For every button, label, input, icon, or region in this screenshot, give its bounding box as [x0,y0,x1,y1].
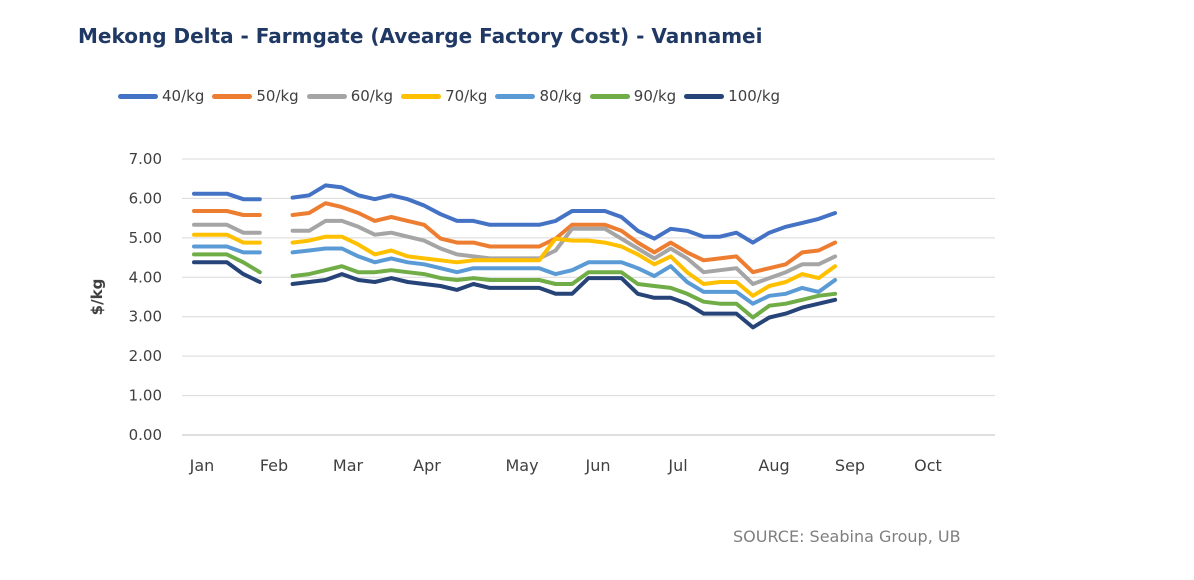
legend-label-60-kg: 60/kg [350,87,394,105]
legend: 40/kg 50/kg 60/kg 70/kg 80/kg 90/kg 100/kg [118,83,788,109]
legend-item-100-kg: 100/kg [684,87,780,105]
legend-swatch-80-kg [495,93,536,99]
legend-swatch-40-kg [118,93,158,99]
y-tick-label: 2.00 [129,347,162,365]
x-tick-label-oct: Oct [914,456,942,475]
legend-swatch-70-kg [401,93,442,99]
x-tick-label-jul: Jul [667,456,687,475]
legend-item-60-kg: 60/kg [306,87,394,105]
x-tick-label-sep: Sep [835,456,865,475]
legend-swatch-50-kg [212,93,253,99]
y-tick-label: 4.00 [129,268,162,286]
legend-label-90-kg: 90/kg [633,87,677,105]
y-tick-label: 3.00 [129,308,162,326]
series-line-70-kg [192,232,838,298]
legend-item-40-kg: 40/kg [118,87,204,105]
y-axis-label: $/kg [88,279,106,316]
legend-label-50-kg: 50/kg [256,87,299,105]
y-tick-label: 0.00 [129,426,162,444]
legend-label-40-kg: 40/kg [162,87,205,105]
legend-item-80-kg: 80/kg [495,87,582,105]
x-tick-label-jan: Jan [189,456,215,475]
y-tick-label: 6.00 [129,189,162,207]
x-tick-label-may: May [505,456,538,475]
legend-label-100-kg: 100/kg [728,87,781,105]
legend-item-50-kg: 50/kg [212,87,299,105]
series-line-90-kg [192,252,838,320]
legend-swatch-90-kg [589,93,630,99]
chart-title: Mekong Delta - Farmgate (Avearge Factory… [78,24,763,48]
legend-label-70-kg: 70/kg [445,87,488,105]
series-line-60-kg [192,218,838,286]
x-tick-label-apr: Apr [413,456,441,475]
x-tick-label-mar: Mar [333,456,364,475]
x-tick-label-jun: Jun [585,456,611,475]
y-tick-label: 1.00 [129,387,162,405]
legend-item-70-kg: 70/kg [401,87,487,105]
y-tick-label: 5.00 [129,229,162,247]
series-line-100-kg [192,260,838,330]
x-tick-label-feb: Feb [260,456,288,475]
y-tick-label: 7.00 [129,150,162,168]
series-line-80-kg [192,244,838,306]
x-tick-label-aug: Aug [758,456,789,475]
series-line-40-kg [192,183,838,245]
source-note: SOURCE: Seabina Group, UB [733,527,961,546]
legend-swatch-60-kg [306,93,347,99]
legend-item-90-kg: 90/kg [589,87,677,105]
legend-label-80-kg: 80/kg [539,87,582,105]
series-line-50-kg [192,201,838,275]
legend-swatch-100-kg [684,93,725,99]
